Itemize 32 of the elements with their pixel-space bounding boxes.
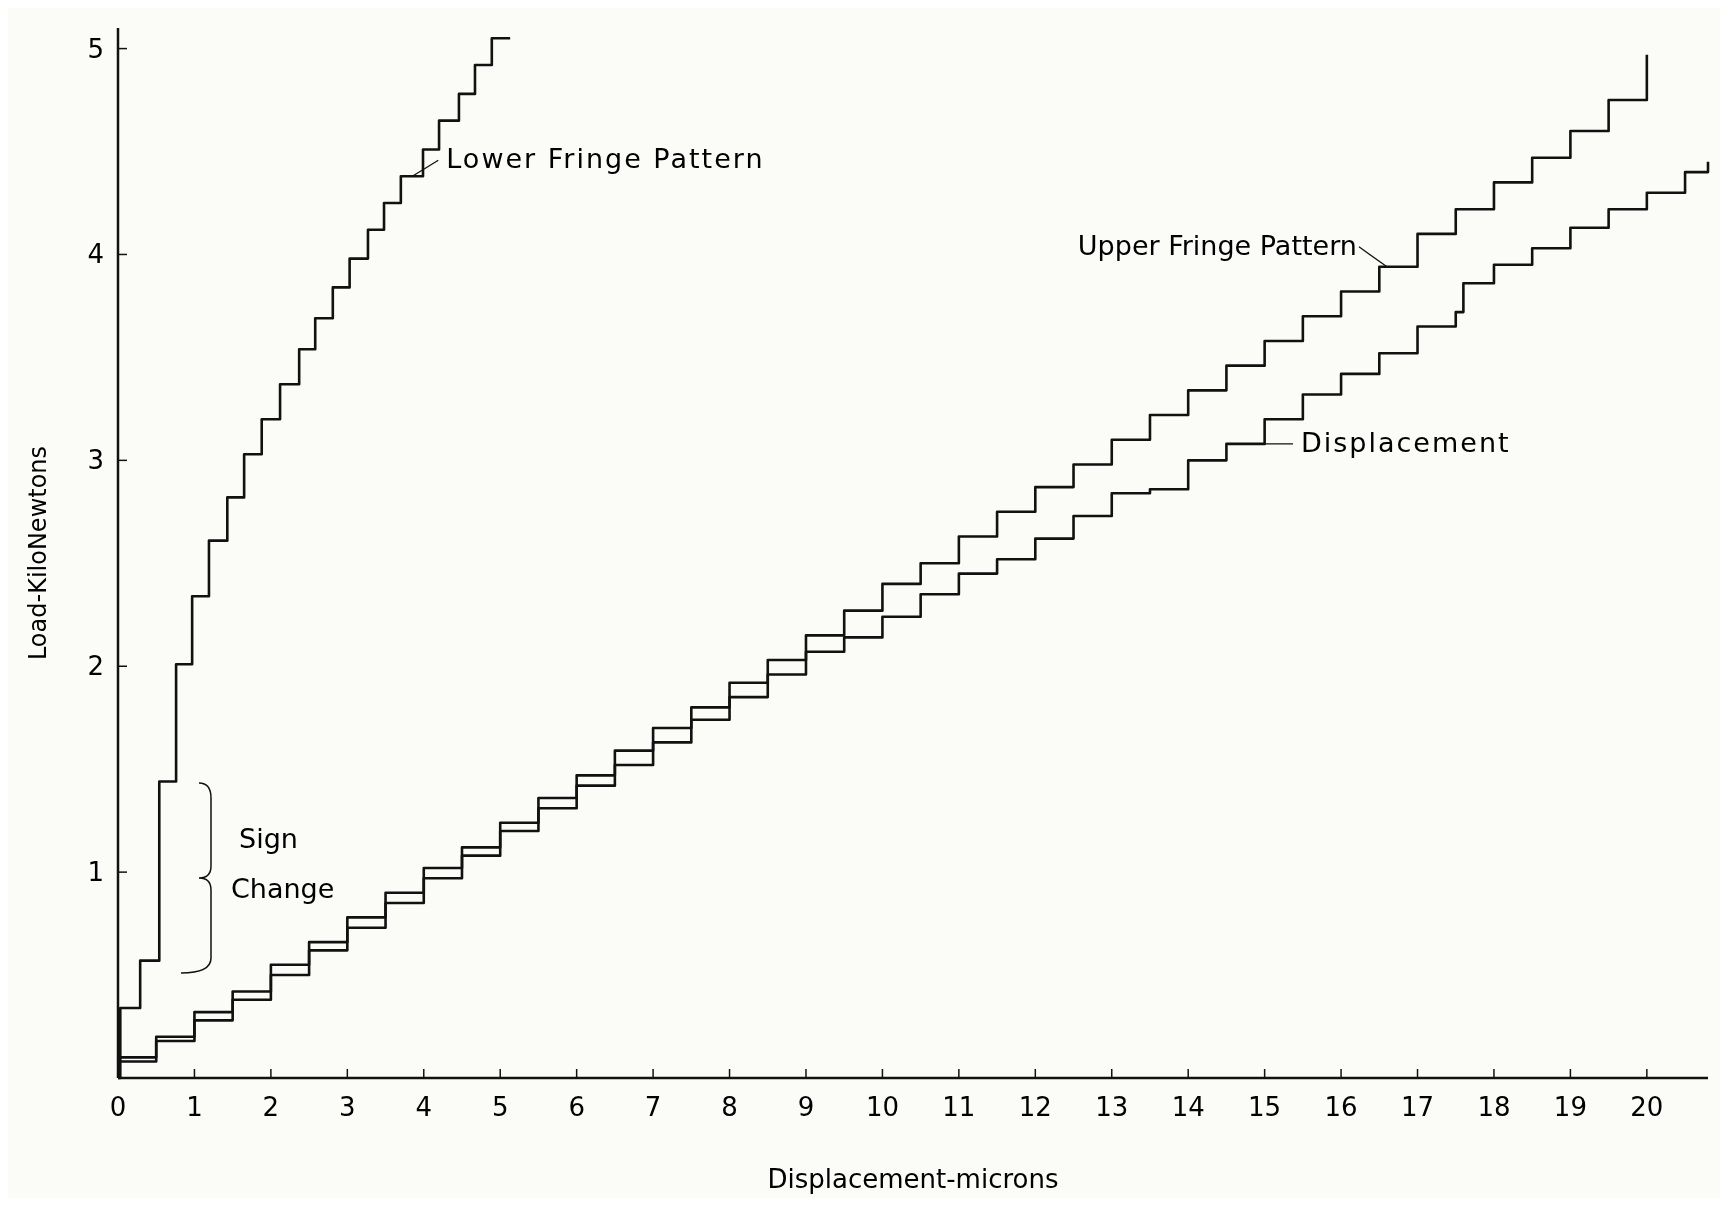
- x-tick-label: 20: [1630, 1092, 1664, 1122]
- x-tick-label: 11: [942, 1092, 976, 1122]
- y-axis-title: Load-KiloNewtons: [24, 445, 52, 661]
- annotation: Sign Change: [231, 823, 335, 904]
- x-tick-label: 3: [339, 1092, 356, 1122]
- x-tick-label: 16: [1324, 1092, 1358, 1122]
- x-tick-label: 18: [1477, 1092, 1511, 1122]
- x-tick-label: 1: [186, 1092, 203, 1122]
- x-tick-label: 5: [491, 1092, 509, 1122]
- x-tick-label: 17: [1400, 1092, 1435, 1122]
- x-tick-label: 13: [1095, 1092, 1129, 1122]
- x-tick-label: 6: [568, 1092, 585, 1122]
- x-tick-label: 8: [721, 1092, 738, 1122]
- x-tick-label: 2: [262, 1092, 280, 1122]
- x-tick-label: 7: [644, 1092, 662, 1122]
- x-tick-label: 0: [109, 1092, 127, 1122]
- x-tick-label: 15: [1248, 1092, 1282, 1122]
- series-label: Upper Fringe Pattern: [1077, 229, 1357, 261]
- y-tick-label: 2: [87, 651, 104, 682]
- x-tick-label: 10: [865, 1092, 899, 1122]
- y-tick-label: 5: [87, 33, 104, 64]
- x-axis-title: Displacement-microns: [767, 1164, 1059, 1194]
- x-tick-label: 9: [797, 1092, 815, 1122]
- x-tick-label: 19: [1553, 1092, 1587, 1122]
- y-tick-label: 4: [87, 239, 104, 270]
- x-tick-label: 14: [1171, 1092, 1205, 1122]
- y-tick-label: 3: [87, 445, 104, 476]
- x-tick-label: 4: [415, 1092, 433, 1122]
- legend-label: Displacement: [1300, 426, 1511, 458]
- x-tick-label: 12: [1018, 1092, 1052, 1122]
- y-tick-label: 1: [87, 857, 104, 888]
- legend-label: Lower Fringe Pattern: [446, 143, 765, 175]
